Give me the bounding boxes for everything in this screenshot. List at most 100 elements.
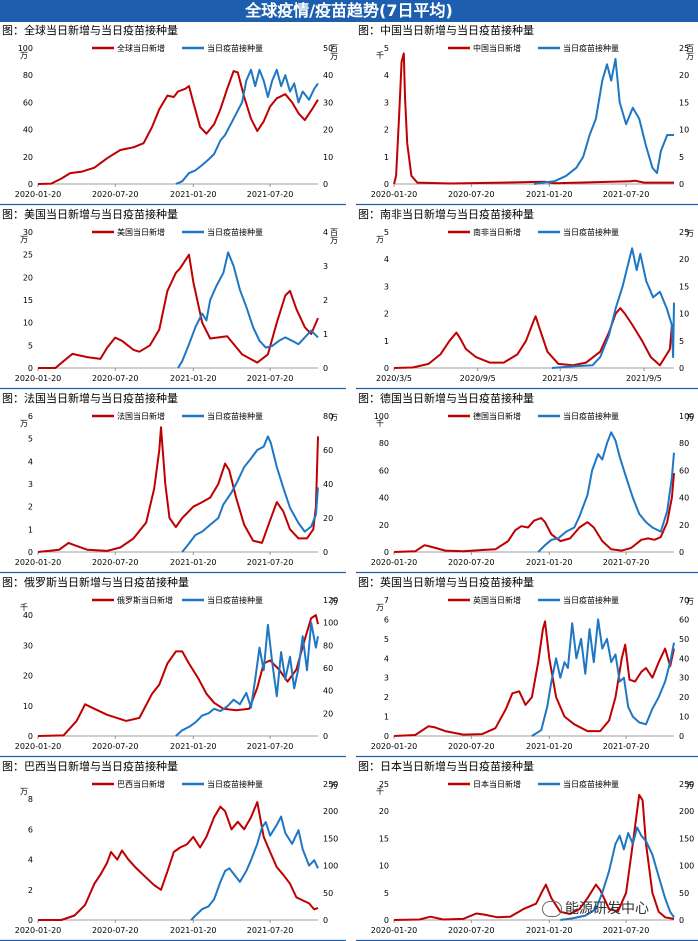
y-right-tick-label: 100 — [679, 862, 694, 871]
chart-title: 图：全球当日新增与当日疫苗接种量 — [2, 23, 178, 37]
chart-panel-9: 图：巴西当日新增与当日疫苗接种量02468050100150200250万万20… — [0, 759, 346, 941]
y-right-tick-label: 2 — [323, 296, 328, 305]
y-left-tick-label: 100 — [18, 44, 33, 53]
y-right-tick-label: 0 — [323, 916, 328, 925]
legend-label: 中国当日新增 — [473, 43, 521, 53]
series-line-blue — [175, 68, 319, 185]
y-left-tick-label: 1 — [384, 713, 389, 722]
y-left-tick-label: 0 — [384, 364, 389, 373]
y-right-tick-label: 40 — [679, 494, 689, 503]
y-left-unit: 千 — [20, 602, 28, 612]
y-left-tick-label: 15 — [23, 296, 33, 305]
legend-label: 法国当日新增 — [117, 411, 165, 421]
y-left-tick-label: 60 — [379, 466, 389, 475]
chart-panel-5: 图：法国当日新增与当日疫苗接种量0123456020406080万万2020-0… — [0, 391, 346, 574]
y-right-tick-label: 150 — [323, 834, 338, 843]
y-left-tick-label: 25 — [23, 251, 33, 260]
x-tick-label: 2021-01-20 — [170, 558, 217, 567]
x-tick-label: 2020-07-20 — [92, 558, 139, 567]
y-left-unit: 万 — [376, 603, 384, 612]
y-left-tick-label: 8 — [28, 795, 33, 804]
y-right-tick-label: 100 — [323, 862, 338, 871]
x-tick-label: 2021-01-20 — [170, 190, 217, 199]
chart-panel-1: 图：全球当日新增与当日疫苗接种量 0 20 40 60 80 100 0 10 20 30 40 50 万… — [0, 23, 346, 206]
y-right-unit: 百万 — [330, 44, 339, 61]
x-tick-label: 2020-01-20 — [371, 926, 418, 935]
x-tick-label: 2020-07-20 — [92, 742, 139, 751]
y-right-tick-label: 0 — [679, 732, 684, 741]
y-right-tick-label: 70 — [679, 596, 689, 605]
y-left-tick-label: 0 — [28, 916, 33, 925]
chart-title: 图：中国当日新增与当日疫苗接种量 — [358, 23, 534, 37]
y-right-tick-label: 20 — [679, 71, 689, 80]
y-left-tick-label: 0 — [28, 548, 33, 557]
y-right-tick-label: 60 — [679, 615, 689, 624]
y-right-tick-label: 60 — [323, 446, 333, 455]
legend-label: 当日疫苗接种量 — [207, 595, 263, 605]
y-left-tick-label: 5 — [384, 44, 389, 53]
x-tick-label: 2020-07-20 — [448, 742, 495, 751]
y-left-tick-label: 0 — [28, 732, 33, 741]
y-right-tick-label: 50 — [323, 44, 333, 53]
y-left-unit: 万 — [20, 787, 28, 796]
y-right-tick-label: 250 — [323, 780, 338, 789]
chart-title: 图：法国当日新增与当日疫苗接种量 — [2, 391, 178, 405]
chart-title: 图：英国当日新增与当日疫苗接种量 — [358, 575, 534, 589]
y-right-unit: 百万 — [686, 44, 695, 61]
y-right-unit: 万 — [686, 229, 694, 238]
x-tick-label: 2021-01-20 — [526, 558, 573, 567]
series-line-blue — [175, 621, 319, 737]
y-left-unit: 万 — [20, 235, 28, 244]
series-line-red — [393, 52, 674, 185]
y-left-tick-label: 3 — [384, 282, 389, 291]
y-left-tick-label: 3 — [28, 480, 33, 489]
y-right-tick-label: 10 — [679, 310, 689, 319]
y-right-tick-label: 40 — [323, 480, 333, 489]
y-right-unit: 万 — [686, 781, 694, 790]
y-left-tick-label: 40 — [23, 126, 33, 135]
y-left-tick-label: 5 — [384, 889, 389, 898]
y-left-tick-label: 3 — [384, 98, 389, 107]
x-tick-label: 2020-01-20 — [371, 558, 418, 567]
y-left-tick-label: 7 — [384, 596, 389, 605]
series-line-red — [37, 70, 319, 185]
y-left-tick-label: 5 — [28, 341, 33, 350]
y-left-tick-label: 40 — [379, 494, 389, 503]
y-right-tick-label: 5 — [679, 153, 684, 162]
y-left-tick-label: 4 — [384, 71, 389, 80]
series-line-red — [393, 473, 675, 553]
y-right-tick-label: 60 — [323, 664, 333, 673]
chart-title: 图：南非当日新增与当日疫苗接种量 — [358, 207, 534, 221]
y-left-tick-label: 5 — [384, 635, 389, 644]
y-right-tick-label: 5 — [679, 337, 684, 346]
y-left-tick-label: 0 — [384, 548, 389, 557]
legend-label: 当日疫苗接种量 — [563, 779, 619, 789]
x-tick-label: 2020-01-20 — [15, 558, 62, 567]
y-left-tick-label: 6 — [28, 825, 33, 834]
series-line-blue — [533, 57, 674, 185]
x-tick-label: 2020-01-20 — [15, 374, 62, 383]
legend-label: 当日疫苗接种量 — [563, 43, 619, 53]
y-right-tick-label: 10 — [679, 713, 689, 722]
y-right-tick-label: 3 — [323, 262, 328, 271]
y-right-tick-label: 30 — [679, 674, 689, 683]
y-left-tick-label: 4 — [28, 457, 33, 466]
y-right-tick-label: 10 — [679, 126, 689, 135]
y-right-tick-label: 0 — [323, 180, 328, 189]
x-tick-label: 2021-01-20 — [526, 190, 573, 199]
legend-label: 当日疫苗接种量 — [207, 411, 263, 421]
y-right-tick-label: 20 — [679, 255, 689, 264]
y-right-tick-label: 80 — [323, 412, 333, 421]
y-right-unit: 百万 — [330, 228, 339, 245]
y-right-tick-label: 20 — [679, 693, 689, 702]
legend-label: 当日疫苗接种量 — [207, 779, 263, 789]
y-left-tick-label: 80 — [23, 71, 33, 80]
x-tick-label: 2021-07-20 — [603, 190, 650, 199]
wechat-icon — [542, 901, 562, 917]
y-right-tick-label: 15 — [679, 98, 689, 107]
y-left-tick-label: 0 — [28, 180, 33, 189]
series-line-red — [38, 253, 319, 369]
series-line-red — [38, 801, 319, 921]
y-left-tick-label: 0 — [28, 364, 33, 373]
series-line-blue — [181, 435, 319, 553]
